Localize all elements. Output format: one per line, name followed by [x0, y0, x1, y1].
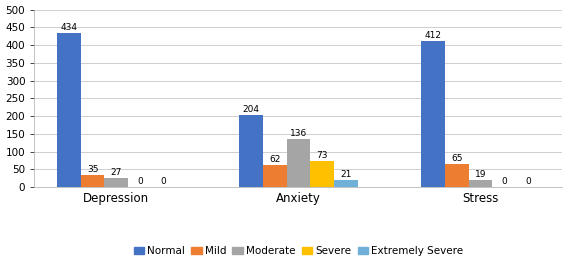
Bar: [57, 33, 81, 187]
Text: 65: 65: [451, 154, 462, 163]
Text: 0: 0: [161, 177, 166, 186]
Bar: [81, 175, 105, 187]
Text: 136: 136: [290, 129, 307, 138]
Text: 19: 19: [475, 170, 486, 179]
Text: 434: 434: [60, 23, 77, 32]
Bar: [263, 165, 286, 187]
Bar: [421, 41, 445, 187]
Legend: Normal, Mild, Moderate, Severe, Extremely Severe: Normal, Mild, Moderate, Severe, Extremel…: [130, 242, 467, 260]
Text: 73: 73: [316, 151, 328, 160]
Text: 0: 0: [502, 177, 507, 186]
Text: 27: 27: [111, 167, 122, 177]
Bar: [445, 164, 469, 187]
Text: 21: 21: [340, 170, 352, 179]
Text: 35: 35: [87, 165, 98, 174]
Bar: [239, 115, 263, 187]
Bar: [310, 161, 334, 187]
Bar: [334, 180, 358, 187]
Bar: [469, 180, 492, 187]
Text: 62: 62: [269, 155, 281, 164]
Text: 0: 0: [525, 177, 531, 186]
Bar: [105, 178, 128, 187]
Bar: [286, 139, 310, 187]
Text: 0: 0: [137, 177, 143, 186]
Text: 204: 204: [243, 105, 260, 114]
Text: 412: 412: [425, 31, 442, 40]
